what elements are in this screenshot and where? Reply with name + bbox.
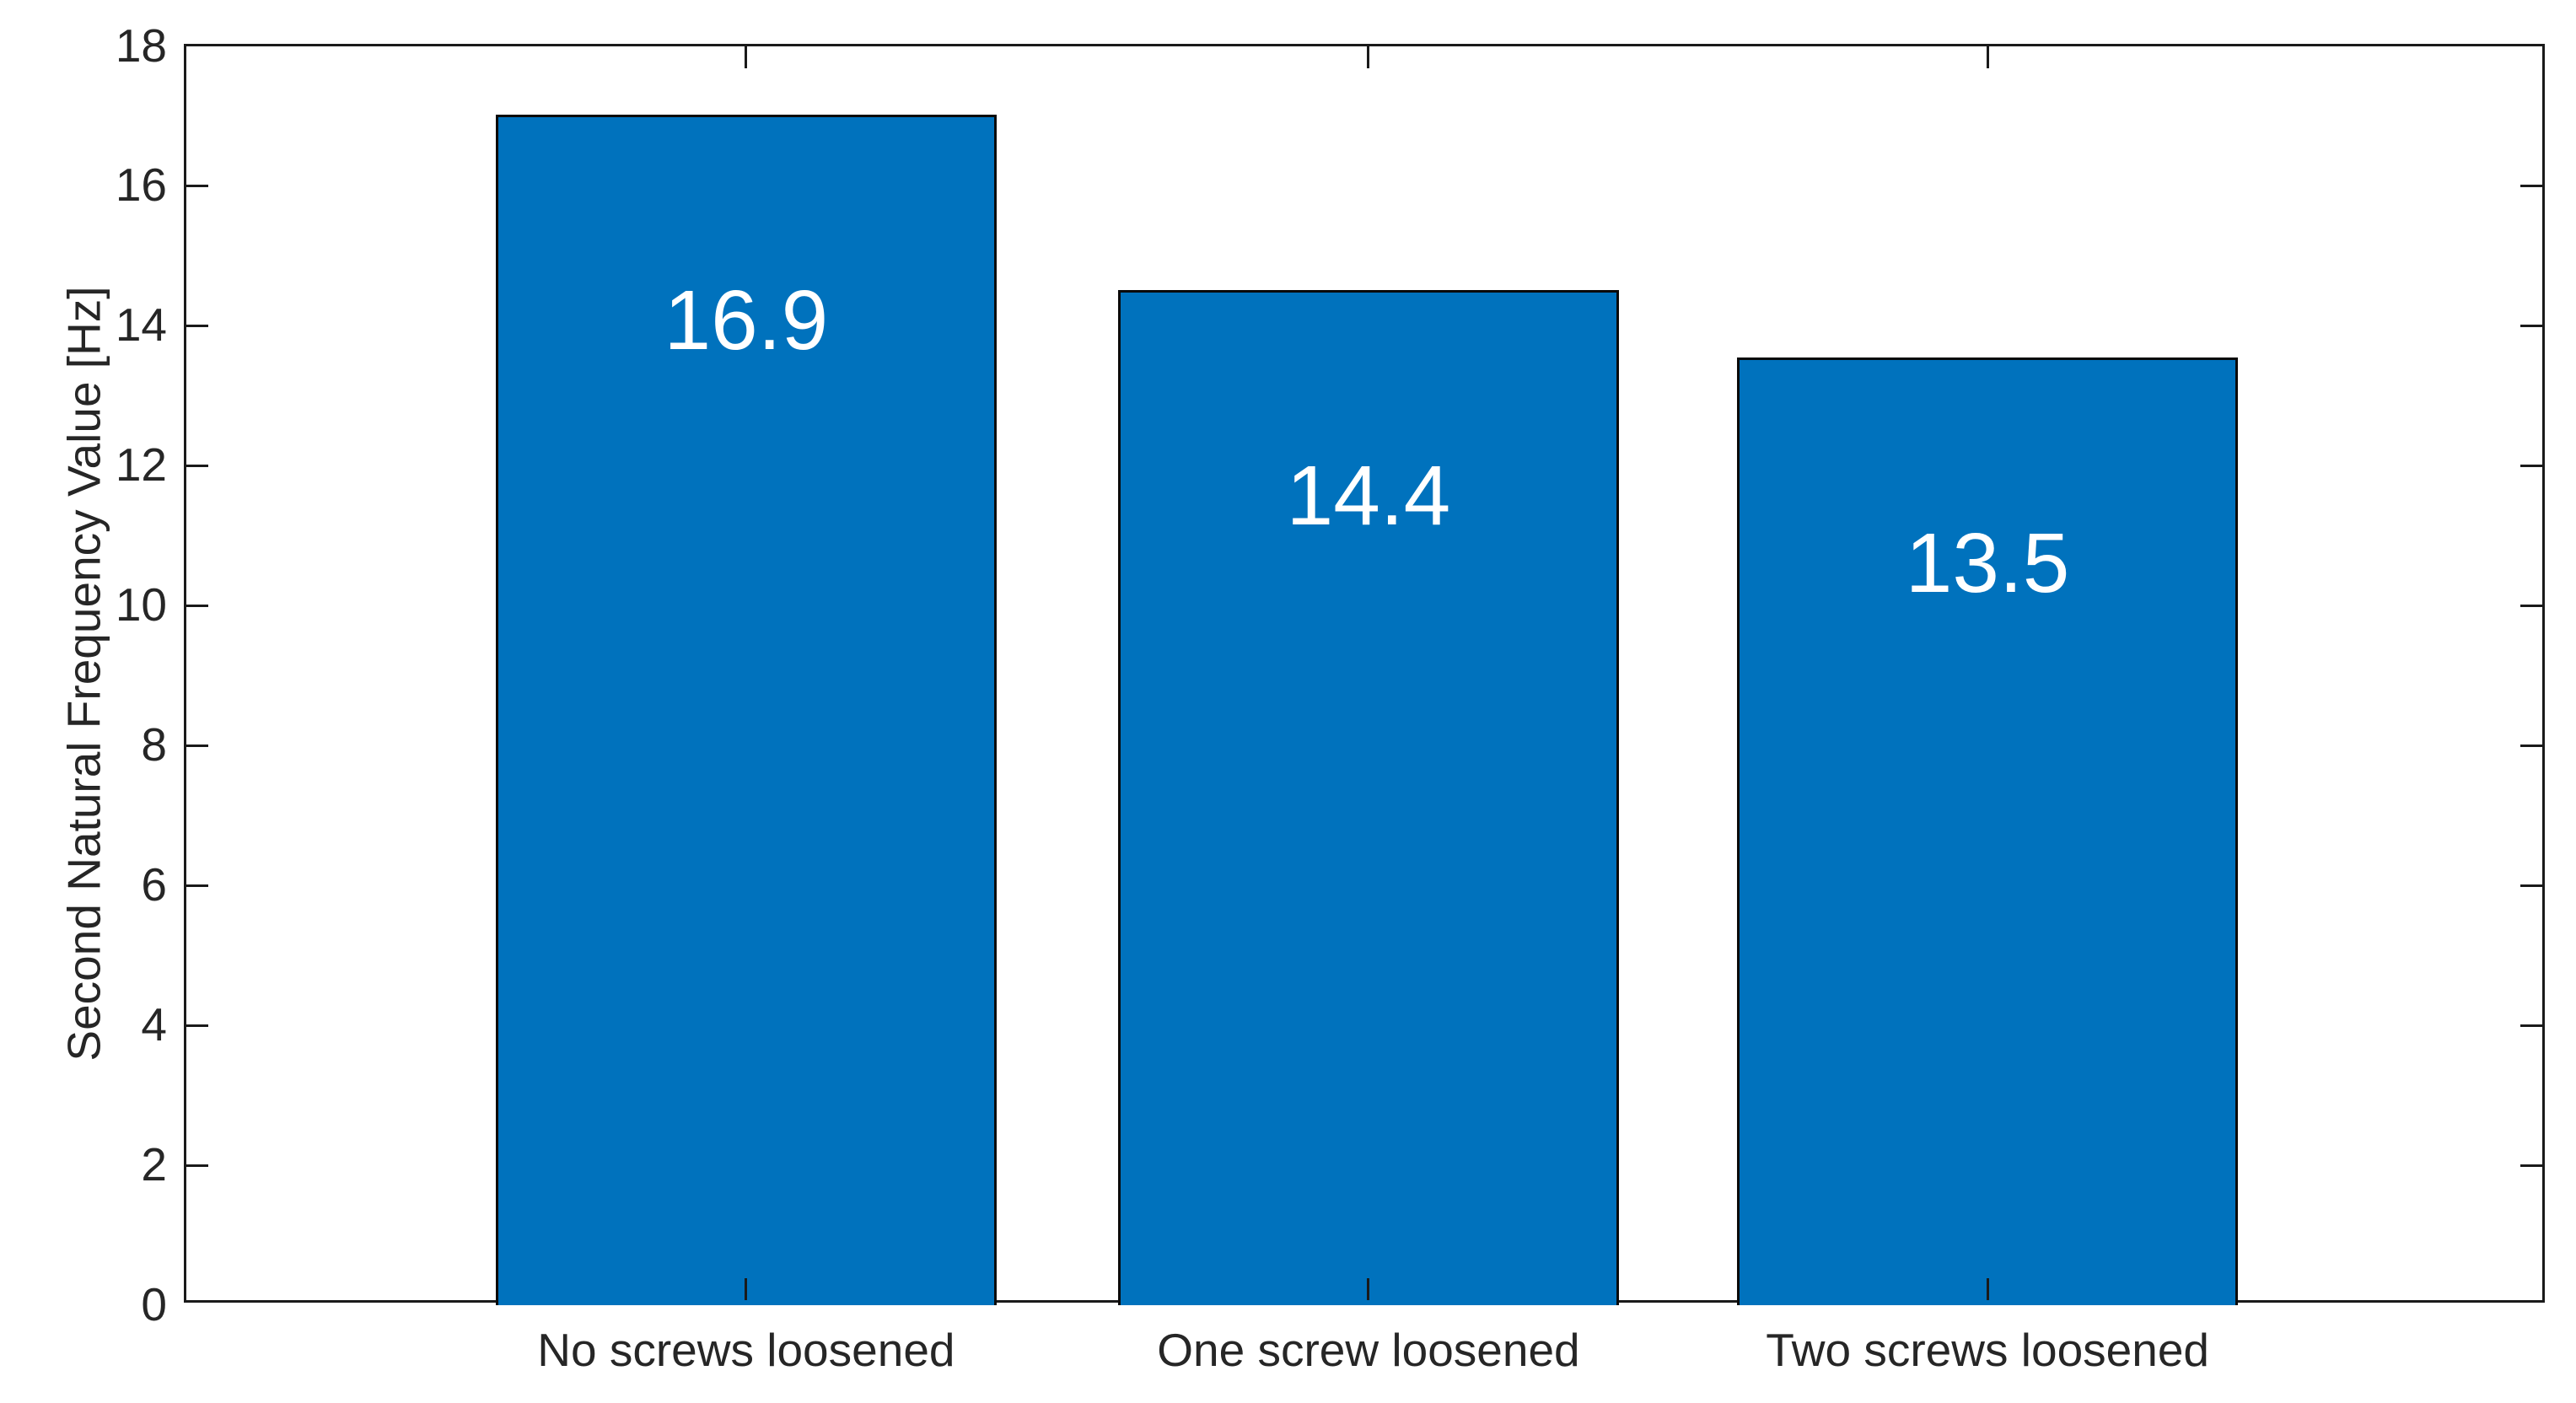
- y-tick-mark: [186, 605, 208, 608]
- y-tick-mark: [186, 325, 208, 328]
- x-tick-mark-top: [1986, 46, 1989, 68]
- bar-value-label: 14.4: [1286, 449, 1451, 544]
- y-tick-mark-right: [2520, 605, 2542, 608]
- x-tick-mark: [1986, 1278, 1989, 1300]
- y-tick-mark-right: [2520, 1024, 2542, 1027]
- y-tick-mark-right: [2520, 465, 2542, 468]
- y-tick-mark: [186, 465, 208, 468]
- x-tick-mark-top: [745, 46, 748, 68]
- x-tick-mark-top: [1367, 46, 1370, 68]
- y-tick-label: 10: [115, 578, 167, 632]
- y-axis-label: Second Natural Frequency Value [Hz]: [57, 285, 110, 1062]
- y-tick-label: 12: [115, 438, 167, 492]
- y-tick-mark: [186, 1024, 208, 1027]
- y-tick-label: 18: [115, 19, 167, 72]
- x-category-label: One screw loosened: [1157, 1324, 1580, 1376]
- bar: [495, 115, 997, 1305]
- y-tick-label: 6: [141, 857, 167, 911]
- y-tick-label: 0: [141, 1277, 167, 1330]
- y-tick-label: 8: [141, 718, 167, 771]
- y-tick-mark-right: [2520, 325, 2542, 328]
- y-tick-mark-right: [2520, 185, 2542, 188]
- y-tick-mark: [186, 744, 208, 747]
- x-category-label: Two screws loosened: [1766, 1324, 2210, 1376]
- y-tick-label: 4: [141, 997, 167, 1051]
- y-tick-label: 2: [141, 1137, 167, 1191]
- x-category-label: No screws loosened: [537, 1324, 955, 1376]
- x-tick-mark: [1367, 1278, 1370, 1300]
- y-tick-mark-right: [2520, 884, 2542, 887]
- x-tick-mark: [745, 1278, 748, 1300]
- y-tick-mark: [186, 1164, 208, 1167]
- y-tick-label: 16: [115, 159, 167, 212]
- bar: [1117, 290, 1619, 1305]
- bar-value-label: 13.5: [1905, 516, 2070, 611]
- y-tick-mark-right: [2520, 744, 2542, 747]
- y-tick-label: 14: [115, 298, 167, 352]
- y-tick-mark: [186, 185, 208, 188]
- y-tick-mark-right: [2520, 1164, 2542, 1167]
- plot-area: 16.9 14.4 13.5 No screws loosened One screw …: [184, 44, 2545, 1373]
- bar: [1737, 357, 2239, 1305]
- y-tick-mark: [186, 884, 208, 887]
- bar-value-label: 16.9: [664, 273, 829, 368]
